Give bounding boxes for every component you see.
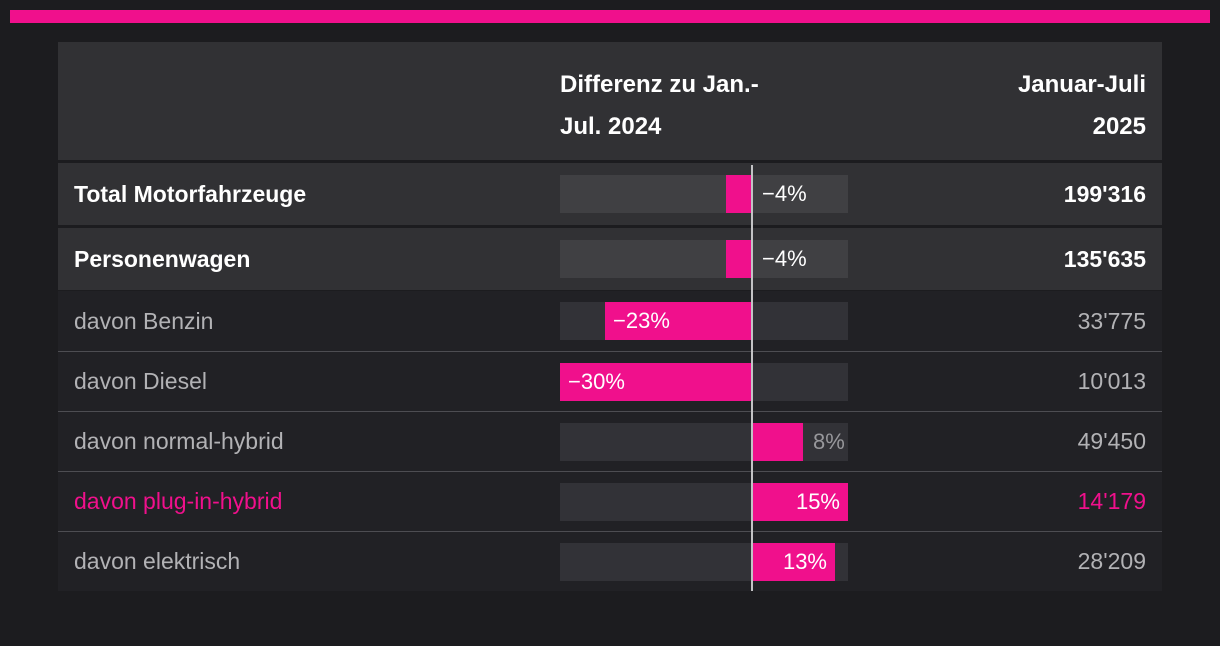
- diff-bar: [752, 542, 835, 581]
- diff-bar: [726, 175, 752, 213]
- diff-bar-cell: −23%: [560, 291, 848, 351]
- diff-bar-cell: 15%: [560, 472, 848, 531]
- table-row: Personenwagen −4% 135'635: [58, 228, 1162, 290]
- table-row: davon Diesel −30% 10'013: [58, 351, 1162, 411]
- diff-bar: [726, 240, 752, 278]
- row-value: 33'775: [1077, 307, 1146, 334]
- diff-bar-cell: 13%: [560, 532, 848, 591]
- row-label: davon Benzin: [74, 307, 214, 334]
- column-header-period: Januar-Juli 2025: [1017, 71, 1146, 140]
- bar-track: [560, 422, 848, 461]
- table-row: davon elektrisch 13% 28'209: [58, 531, 1162, 591]
- row-label: davon plug-in-hybrid: [74, 488, 283, 514]
- table-row: Total Motorfahrzeuge −4% 199'316: [58, 163, 1162, 225]
- diff-bar: [605, 302, 752, 340]
- diff-percent-label: −30%: [568, 368, 625, 394]
- zero-baseline: [751, 165, 753, 591]
- table-body: Total Motorfahrzeuge −4% 199'316 Persone…: [58, 163, 1162, 591]
- diff-percent-label: 13%: [782, 548, 827, 574]
- table-row: davon Benzin −23% 33'775: [58, 291, 1162, 351]
- diff-percent-label: −23%: [613, 308, 670, 333]
- row-value: 10'013: [1077, 368, 1146, 394]
- diff-bar-cell: −30%: [560, 352, 848, 411]
- row-label: davon normal-hybrid: [74, 428, 284, 454]
- table-header: Differenz zu Jan.- Jul. 2024 Januar-Juli…: [58, 42, 1162, 160]
- diff-bar-cell: −4%: [560, 163, 848, 225]
- column-header-difference: Differenz zu Jan.- Jul. 2024: [560, 71, 759, 140]
- row-label: Total Motorfahrzeuge: [74, 180, 307, 207]
- row-label: davon elektrisch: [74, 548, 241, 574]
- row-value: 135'635: [1063, 245, 1146, 272]
- table-row: davon normal-hybrid 8% 49'450: [58, 411, 1162, 471]
- diff-bar-cell: −4%: [560, 228, 848, 290]
- row-label: Personenwagen: [74, 245, 251, 272]
- bar-track: [560, 240, 848, 278]
- diff-bar-cell: 8%: [560, 412, 848, 471]
- diff-percent-label: 15%: [795, 488, 840, 514]
- diff-bar: [560, 362, 752, 401]
- row-value: 199'316: [1063, 180, 1146, 207]
- bar-track: [560, 175, 848, 213]
- diff-percent-label: 8%: [813, 428, 845, 454]
- row-value: 28'209: [1077, 548, 1146, 574]
- diff-percent-label: −4%: [762, 246, 807, 271]
- diff-bar: [752, 422, 803, 461]
- diff-bar: [752, 482, 848, 521]
- row-value: 14'179: [1077, 488, 1146, 514]
- brand-accent-bar: [10, 10, 1210, 23]
- row-label: davon Diesel: [74, 368, 207, 394]
- vehicle-registration-table: Differenz zu Jan.- Jul. 2024 Januar-Juli…: [58, 42, 1162, 591]
- table-row-highlighted: davon plug-in-hybrid 15% 14'179: [58, 471, 1162, 531]
- row-value: 49'450: [1077, 428, 1146, 454]
- diff-percent-label: −4%: [762, 181, 807, 206]
